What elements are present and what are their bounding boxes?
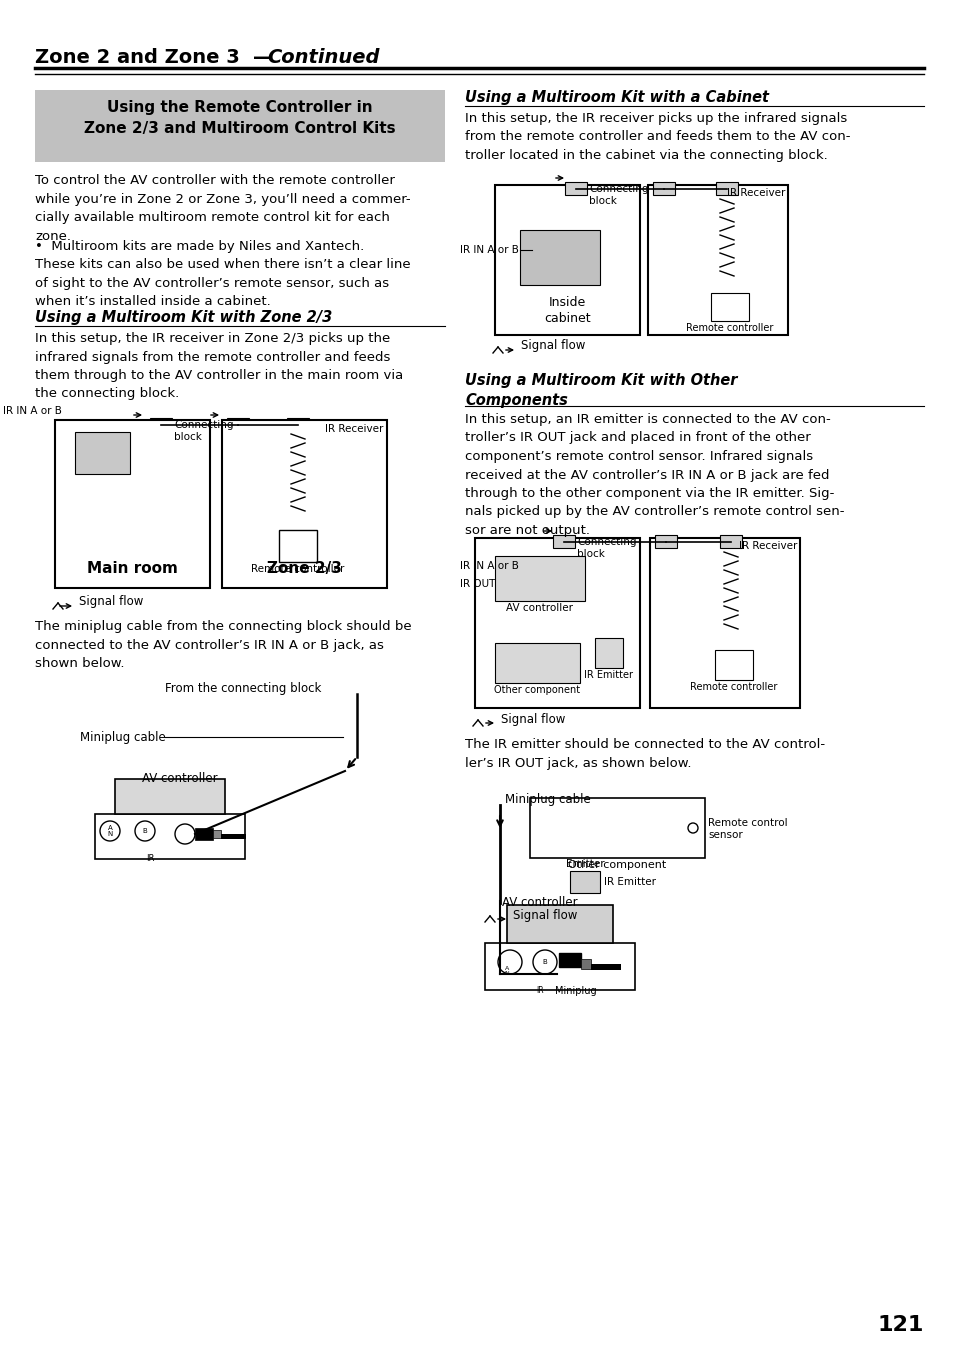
Text: Signal flow: Signal flow xyxy=(520,340,585,352)
Bar xyxy=(714,650,752,679)
Bar xyxy=(569,871,599,892)
Bar xyxy=(553,535,575,549)
Text: A
N: A N xyxy=(504,967,509,976)
Text: Connecting
block: Connecting block xyxy=(173,421,233,442)
Bar xyxy=(35,90,444,162)
Text: Inside
cabinet: Inside cabinet xyxy=(543,297,590,325)
Bar xyxy=(278,530,316,562)
Text: AV controller: AV controller xyxy=(142,772,217,785)
Text: Emitter: Emitter xyxy=(565,859,603,869)
Text: Using a Multiroom Kit with Zone 2/3: Using a Multiroom Kit with Zone 2/3 xyxy=(35,310,332,325)
Text: IR: IR xyxy=(146,855,154,863)
Text: AV controller: AV controller xyxy=(501,896,578,909)
Bar xyxy=(495,555,584,601)
Text: •  Multiroom kits are made by Niles and Xantech.: • Multiroom kits are made by Niles and X… xyxy=(35,240,364,253)
Text: From the connecting block: From the connecting block xyxy=(165,682,321,696)
Bar xyxy=(75,431,130,474)
Bar xyxy=(95,814,245,859)
Bar xyxy=(710,293,748,321)
Bar xyxy=(647,185,787,336)
Text: Using the Remote Controller in
Zone 2/3 and Multiroom Control Kits: Using the Remote Controller in Zone 2/3 … xyxy=(84,100,395,136)
Text: The miniplug cable from the connecting block should be
connected to the AV contr: The miniplug cable from the connecting b… xyxy=(35,620,411,670)
Text: In this setup, an IR emitter is connected to the AV con-
troller’s IR OUT jack a: In this setup, an IR emitter is connecte… xyxy=(464,412,843,537)
Text: 121: 121 xyxy=(877,1316,923,1335)
Text: Signal flow: Signal flow xyxy=(513,909,577,922)
Text: Using a Multiroom Kit with Other
Components: Using a Multiroom Kit with Other Compone… xyxy=(464,373,737,408)
Text: IR OUT: IR OUT xyxy=(459,580,495,589)
Bar xyxy=(590,964,620,971)
Bar xyxy=(652,182,675,195)
Bar xyxy=(55,421,210,588)
Text: Zone 2 and Zone 3: Zone 2 and Zone 3 xyxy=(35,49,239,67)
Bar xyxy=(287,418,309,431)
Bar xyxy=(720,535,741,549)
Bar xyxy=(194,828,213,840)
Text: In this setup, the IR receiver in Zone 2/3 picks up the
infrared signals from th: In this setup, the IR receiver in Zone 2… xyxy=(35,332,403,400)
Bar xyxy=(495,185,639,336)
Bar xyxy=(580,958,590,969)
Text: Remote control
sensor: Remote control sensor xyxy=(707,818,787,840)
Bar xyxy=(221,834,246,838)
Text: IR Emitter: IR Emitter xyxy=(584,670,633,679)
Text: IR IN A or B: IR IN A or B xyxy=(459,245,518,255)
Text: Using a Multiroom Kit with a Cabinet: Using a Multiroom Kit with a Cabinet xyxy=(464,90,768,105)
Bar xyxy=(495,643,579,683)
Text: Other component: Other component xyxy=(568,860,666,869)
Text: Connecting
block: Connecting block xyxy=(577,537,636,558)
Text: To control the AV controller with the remote controller
while you’re in Zone 2 o: To control the AV controller with the re… xyxy=(35,174,410,243)
Bar xyxy=(115,779,225,814)
Bar xyxy=(558,953,580,967)
Text: In this setup, the IR receiver picks up the infrared signals
from the remote con: In this setup, the IR receiver picks up … xyxy=(464,112,850,162)
Text: Other component: Other component xyxy=(494,685,580,696)
Text: IR IN A or B: IR IN A or B xyxy=(459,561,518,572)
Text: B: B xyxy=(143,828,147,834)
Bar xyxy=(222,421,387,588)
Bar xyxy=(655,535,677,549)
Bar xyxy=(519,231,599,284)
Text: Connecting
block: Connecting block xyxy=(588,183,648,206)
Text: Remote controller: Remote controller xyxy=(690,682,777,692)
Text: Signal flow: Signal flow xyxy=(500,713,565,725)
Text: Zone 2/3: Zone 2/3 xyxy=(267,561,341,576)
Text: Main room: Main room xyxy=(87,561,178,576)
Text: A
N: A N xyxy=(108,825,112,837)
Bar xyxy=(213,830,221,838)
Text: Remote controller: Remote controller xyxy=(251,563,344,574)
Text: IR Emitter: IR Emitter xyxy=(603,878,656,887)
Bar xyxy=(595,638,622,669)
Bar xyxy=(506,905,613,944)
Text: Signal flow: Signal flow xyxy=(79,596,143,608)
Bar xyxy=(564,182,586,195)
Text: IR Receiver: IR Receiver xyxy=(324,425,382,434)
Bar xyxy=(227,418,249,431)
Text: IR Receiver: IR Receiver xyxy=(726,187,784,198)
Text: Continued: Continued xyxy=(267,49,379,67)
Text: Remote controller: Remote controller xyxy=(685,324,773,333)
Text: B: B xyxy=(542,958,547,965)
Text: AV controller: AV controller xyxy=(506,603,573,613)
Bar xyxy=(150,418,172,431)
Text: Miniplug cable: Miniplug cable xyxy=(504,793,590,806)
Text: —: — xyxy=(253,49,273,67)
Text: The IR emitter should be connected to the AV control-
ler’s IR OUT jack, as show: The IR emitter should be connected to th… xyxy=(464,737,824,770)
Text: These kits can also be used when there isn’t a clear line
of sight to the AV con: These kits can also be used when there i… xyxy=(35,257,410,307)
Text: IR: IR xyxy=(536,985,543,995)
Text: Miniplug: Miniplug xyxy=(555,985,596,996)
Text: IR Receiver: IR Receiver xyxy=(738,541,796,551)
Bar xyxy=(530,798,704,857)
Bar xyxy=(716,182,738,195)
Bar xyxy=(475,538,639,708)
Text: IR IN A or B: IR IN A or B xyxy=(3,406,62,417)
Bar xyxy=(649,538,800,708)
Bar xyxy=(484,944,635,989)
Text: Miniplug cable: Miniplug cable xyxy=(80,731,166,744)
